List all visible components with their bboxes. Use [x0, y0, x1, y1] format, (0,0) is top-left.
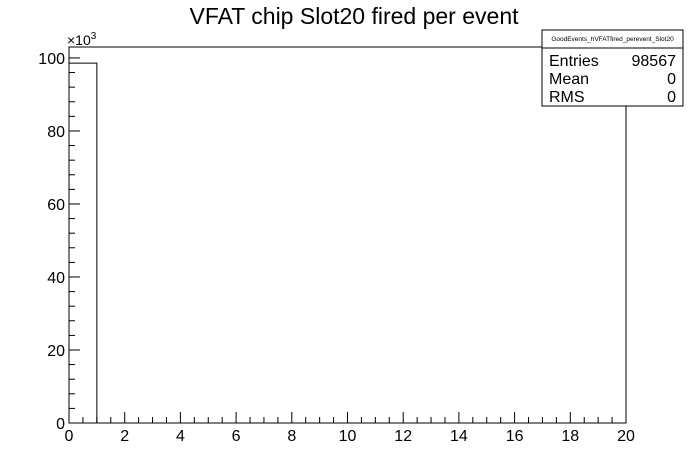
stats-entries-value: 98567 [632, 53, 677, 70]
stats-entries-label: Entries [549, 53, 599, 70]
y-tick-label: 100 [38, 51, 65, 68]
x-axis: 0 2 4 6 8 10 12 14 16 18 20 [65, 412, 635, 445]
x-tick-label: 18 [561, 428, 579, 445]
x-tick-label: 2 [120, 428, 129, 445]
x-tick-label: 8 [287, 428, 296, 445]
x-tick-label: 6 [232, 428, 241, 445]
y-tick-label: 80 [47, 124, 65, 141]
x-tick-label: 4 [176, 428, 185, 445]
y-tick-label: 40 [47, 270, 65, 287]
stats-box-name: GoodEvents_hVFATfired_perevent_Slot20 [551, 36, 674, 43]
stats-box-frame [541, 29, 684, 107]
y-tick-label: 60 [47, 197, 65, 214]
y-axis-multiplier: ×103 [67, 31, 97, 48]
histogram-bars [68, 62, 98, 423]
svg-text:×103: ×103 [67, 31, 97, 48]
y-tick-label: 0 [56, 416, 65, 433]
x-tick-label: 12 [394, 428, 412, 445]
y-tick-label: 20 [47, 343, 65, 360]
y-multiplier-label: ×10 [67, 32, 91, 48]
x-tick-label: 0 [65, 428, 74, 445]
y-axis: 0 20 40 60 80 100 [38, 51, 80, 433]
stats-mean-label: Mean [549, 71, 589, 88]
x-tick-label: 20 [617, 428, 635, 445]
stats-rms-label: RMS [549, 89, 585, 106]
y-multiplier-exponent: 3 [91, 31, 97, 42]
x-tick-label: 14 [450, 428, 468, 445]
x-tick-label: 16 [506, 428, 524, 445]
stats-box: GoodEvents_hVFATfired_perevent_Slot20 En… [541, 29, 684, 107]
stats-rms-value: 0 [667, 89, 676, 106]
stats-mean-value: 0 [667, 71, 676, 88]
x-tick-label: 10 [339, 428, 357, 445]
chart-title: VFAT chip Slot20 fired per event [190, 3, 520, 29]
histogram-bar [68, 62, 98, 423]
